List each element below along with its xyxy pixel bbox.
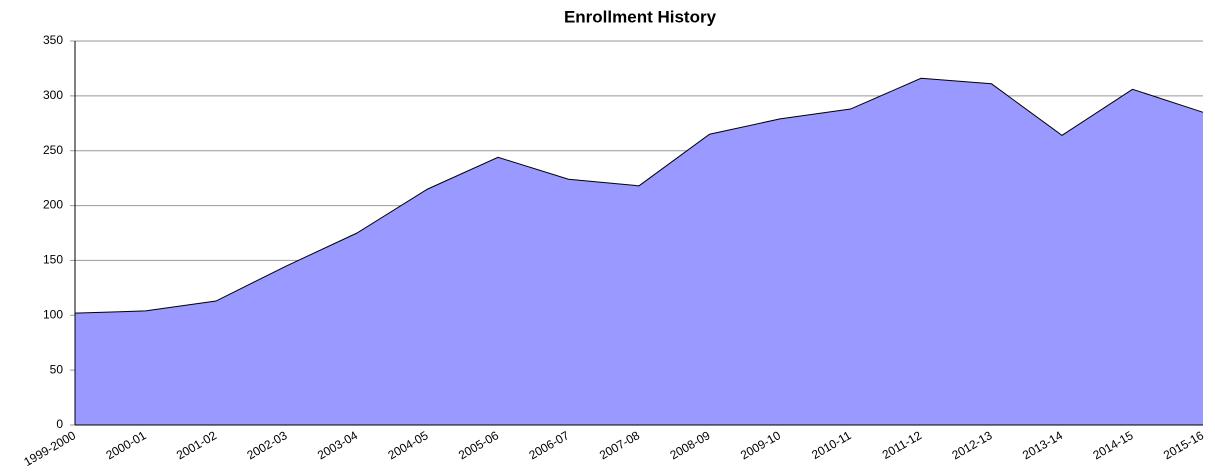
x-tick-label: 2006-07 [526,428,571,462]
x-tick-label: 2005-06 [456,428,501,462]
y-tick-label: 100 [43,307,63,321]
y-tick-label: 250 [43,143,63,157]
x-tick-label: 2012-13 [949,428,994,462]
chart-title: Enrollment History [564,7,717,26]
x-tick-label: 2002-03 [244,428,289,462]
y-tick-label: 50 [50,362,64,376]
y-tick-label: 150 [43,253,63,267]
x-tick-label: 2009-10 [738,428,783,462]
y-tick-label: 350 [43,33,63,47]
x-tick-label: 2004-05 [385,428,430,462]
y-tick-label: 300 [43,88,63,102]
x-tick-label: 2013-14 [1020,428,1065,462]
y-tick-label: 200 [43,198,63,212]
area-fill [75,78,1203,425]
x-tick-label: 2011-12 [880,428,925,462]
x-tick-label: 1999-2000 [21,428,78,469]
area-line [74,77,1204,314]
x-tick-label: 2001-02 [174,428,219,462]
x-tick-label: 2010-11 [809,428,854,462]
x-tick-label: 2007-08 [597,428,642,462]
x-tick-label: 2015-16 [1161,428,1206,462]
x-tick-label: 2000-01 [103,428,148,462]
x-tick-label: 2014-15 [1090,428,1135,462]
y-tick-label: 0 [56,417,63,431]
x-tick-label: 2003-04 [315,428,360,462]
x-tick-label: 2008-09 [667,428,712,462]
